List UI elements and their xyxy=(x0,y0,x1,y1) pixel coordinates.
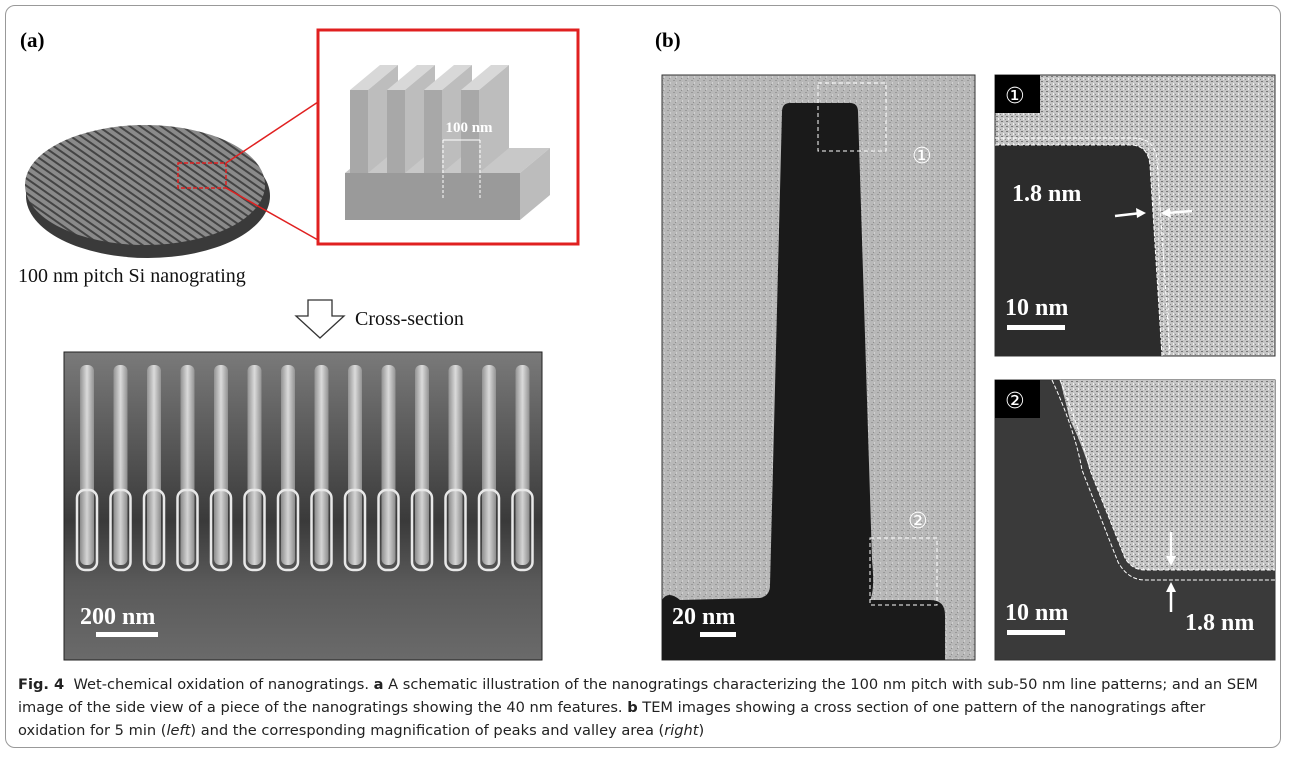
scale-label: 200 nm xyxy=(80,604,155,630)
sem-pillar xyxy=(281,365,295,565)
sem-pillar xyxy=(315,365,329,565)
scale-label: 10 nm xyxy=(1005,600,1068,626)
caption-italic: right xyxy=(664,722,698,739)
panel-label: (b) xyxy=(655,28,681,52)
scale-bar xyxy=(700,632,736,637)
sem-pillar xyxy=(482,365,496,565)
sem-pillar xyxy=(181,365,195,565)
ridge-front xyxy=(350,90,368,173)
panel-label: (a) xyxy=(20,28,45,52)
caption-italic: left xyxy=(166,722,190,739)
figure-caption: Fig. 4 Wet-chemical oxidation of nanogra… xyxy=(18,673,1273,742)
inset-marker: ① xyxy=(1005,84,1025,109)
ridge-front xyxy=(424,90,442,173)
sem-pillar xyxy=(415,365,429,565)
thickness-label: 1.8 nm xyxy=(1012,181,1081,207)
sem-pillar xyxy=(80,365,94,565)
caption-text: ) and the corresponding magnification of… xyxy=(190,722,664,739)
figure: (a) 100 nm 100 nm pitch Si nanograting C… xyxy=(0,0,1290,670)
caption-title: Wet-chemical oxidation of nanogratings. xyxy=(73,676,369,693)
zoom-line xyxy=(226,102,318,163)
thickness-label: 1.8 nm xyxy=(1185,610,1254,636)
scale-bar xyxy=(1007,325,1065,330)
tem-inset-pattern xyxy=(995,145,1162,356)
down-arrow xyxy=(296,300,344,338)
sem-pillar xyxy=(449,365,463,565)
part-letter: a xyxy=(374,676,384,693)
part-letter: b xyxy=(627,699,637,716)
scale-bar xyxy=(1007,630,1065,635)
scale-bar xyxy=(96,632,158,637)
figure-number: Fig. 4 xyxy=(18,676,64,693)
scale-label: 20 nm xyxy=(672,604,735,630)
sem-pillar xyxy=(147,365,161,565)
caption-text: ) xyxy=(699,722,705,739)
sem-pillar xyxy=(382,365,396,565)
inset-marker: ② xyxy=(1005,389,1025,414)
dimension-label: 100 nm xyxy=(445,120,493,136)
sem-pillar xyxy=(114,365,128,565)
wafer-caption: 100 nm pitch Si nanograting xyxy=(18,265,246,287)
region-marker: ② xyxy=(908,509,928,534)
scale-label: 10 nm xyxy=(1005,295,1068,321)
arrow-label: Cross-section xyxy=(355,308,464,330)
ridge-front xyxy=(387,90,405,173)
sem-pillar xyxy=(348,365,362,565)
sem-pillar xyxy=(516,365,530,565)
sem-pillar xyxy=(214,365,228,565)
wafer xyxy=(25,125,265,245)
region-marker: ① xyxy=(912,144,932,169)
sem-pillar xyxy=(248,365,262,565)
